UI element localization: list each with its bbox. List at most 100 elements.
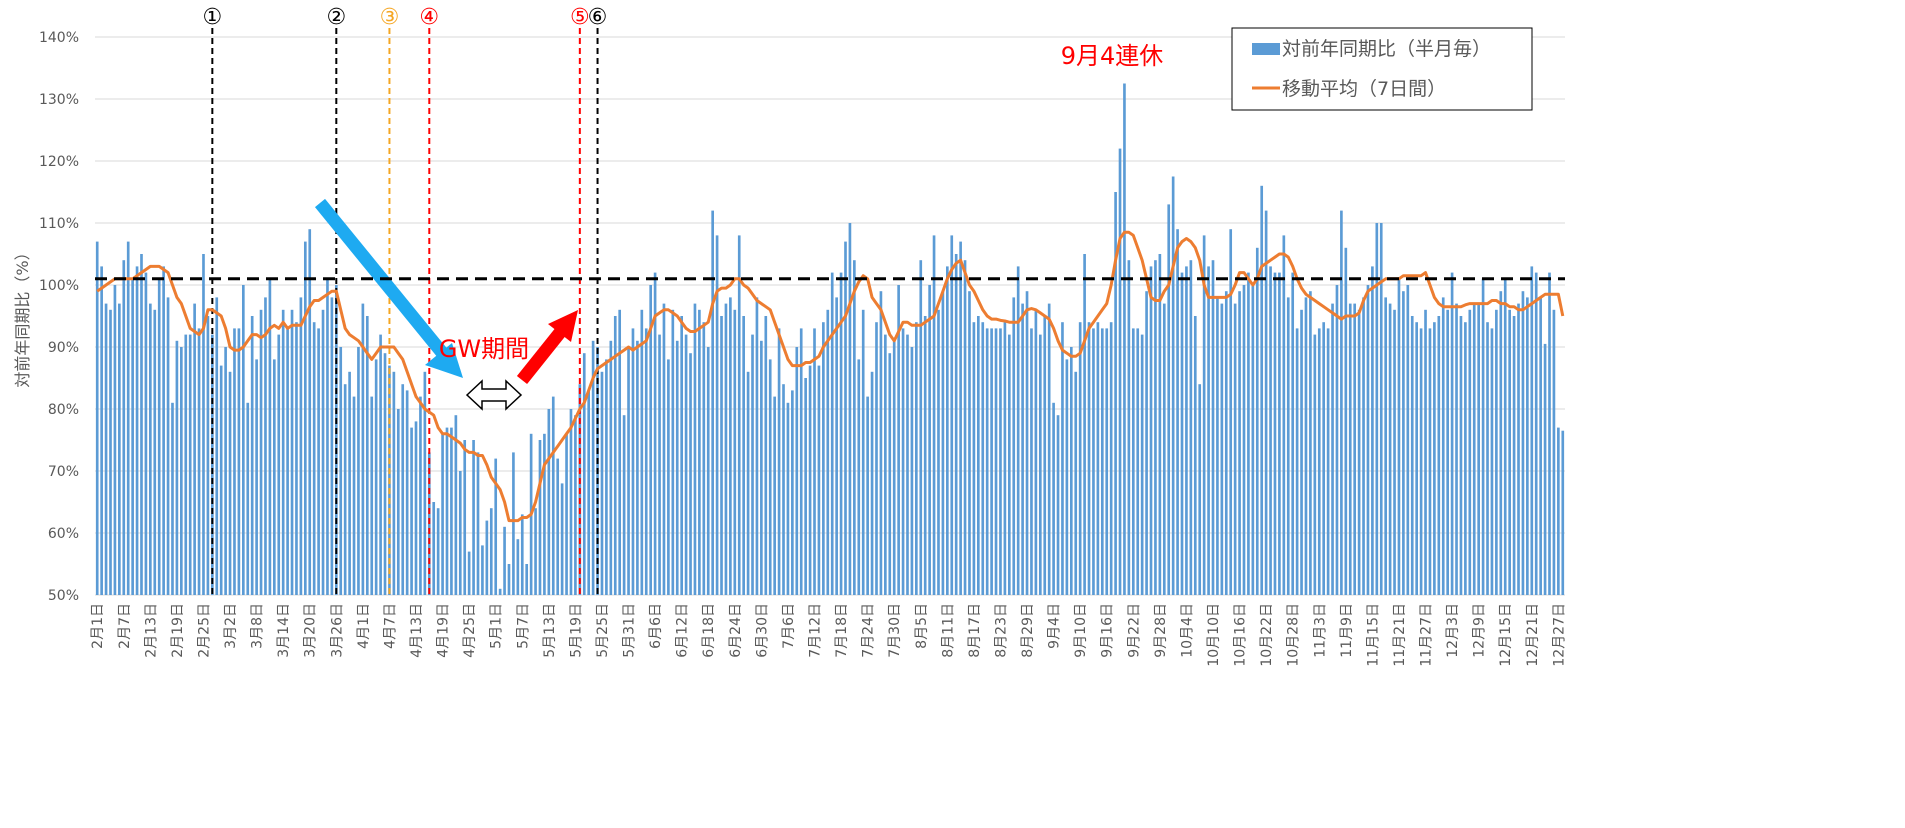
bar: [547, 409, 551, 595]
y-tick-label: 80%: [48, 402, 79, 418]
x-tick-label: 4月13日: [409, 603, 425, 658]
x-tick-label: 7月30日: [887, 603, 903, 658]
bar: [1216, 297, 1219, 595]
x-tick-label: 9月22日: [1126, 603, 1142, 658]
bar: [467, 551, 471, 595]
bar: [321, 309, 325, 595]
bar: [901, 328, 905, 595]
x-tick-label: 8月11日: [940, 603, 956, 658]
bar: [450, 427, 453, 595]
bar: [729, 297, 732, 595]
bar: [206, 316, 210, 595]
x-tick-label: 9月4日: [1047, 603, 1063, 649]
gw-annotation: GW期間: [439, 335, 529, 363]
bar: [1092, 328, 1095, 595]
bar: [963, 260, 967, 595]
bar: [538, 440, 542, 595]
bar: [1366, 285, 1370, 595]
bar: [1410, 316, 1414, 595]
x-tick-label: 9月16日: [1100, 603, 1116, 658]
bar: [166, 297, 170, 595]
bar: [941, 291, 945, 595]
bar: [188, 334, 192, 595]
bar: [432, 502, 436, 595]
bar: [224, 347, 227, 595]
bar: [423, 371, 427, 595]
x-tick-label: 5月31日: [622, 603, 638, 658]
bar: [1123, 83, 1126, 595]
bar: [1154, 260, 1157, 595]
bar: [1441, 297, 1445, 595]
bar: [1083, 254, 1086, 595]
y-tick-label: 50%: [48, 588, 79, 604]
bar: [1114, 192, 1117, 595]
bar: [1371, 266, 1374, 595]
bar: [1539, 297, 1542, 595]
bar: [1038, 334, 1042, 595]
x-tick-label: 6月12日: [675, 603, 691, 658]
x-tick-label: 5月7日: [515, 603, 531, 649]
bar: [193, 303, 196, 595]
bar: [791, 390, 794, 595]
y-tick-label: 140%: [39, 30, 79, 46]
bar: [587, 390, 591, 595]
bar: [870, 371, 874, 595]
bar: [884, 334, 887, 595]
bar: [1065, 359, 1069, 595]
bar: [919, 260, 923, 595]
bar: [233, 328, 236, 595]
bar: [702, 322, 706, 595]
bar: [1309, 291, 1312, 595]
bar: [1189, 260, 1193, 595]
bar: [928, 285, 931, 595]
bar: [768, 359, 772, 595]
bar: [1464, 322, 1467, 595]
bar: [1078, 322, 1082, 595]
bar: [122, 260, 126, 595]
bar: [472, 440, 475, 595]
bar: [1331, 303, 1334, 595]
bar: [503, 526, 506, 595]
bar: [104, 303, 108, 595]
bars: [95, 83, 1565, 596]
bar: [1552, 309, 1556, 595]
bar: [352, 396, 356, 595]
bar: [109, 309, 112, 595]
bar: [1344, 247, 1348, 596]
legend-swatch: [1252, 43, 1280, 55]
bar: [1304, 297, 1308, 595]
bar: [773, 396, 776, 595]
bar: [746, 371, 750, 595]
bar: [698, 309, 701, 595]
bar: [742, 316, 745, 595]
bar: [959, 241, 962, 595]
bar: [374, 359, 378, 595]
bar: [1397, 278, 1401, 595]
bar: [680, 316, 683, 595]
bar: [512, 452, 515, 595]
bar: [454, 415, 458, 595]
bar: [826, 309, 830, 595]
bar: [1362, 297, 1365, 595]
bar: [999, 328, 1002, 595]
bar: [144, 272, 148, 595]
x-tick-label: 4月1日: [356, 603, 372, 649]
bar: [1012, 297, 1016, 595]
x-tick-label: 10月16日: [1233, 603, 1249, 667]
bar: [1030, 328, 1033, 595]
y-tick-label: 120%: [39, 154, 79, 170]
x-tick-label: 6月6日: [648, 603, 664, 649]
bar: [348, 371, 351, 595]
bar: [799, 328, 803, 595]
bar: [180, 347, 183, 595]
y-tick-label: 90%: [48, 340, 79, 356]
bar: [295, 322, 298, 595]
bar: [1348, 303, 1352, 595]
bar: [1446, 309, 1449, 595]
bar: [1313, 334, 1317, 595]
bar: [1557, 427, 1560, 595]
bar: [126, 241, 130, 595]
bar: [733, 309, 737, 595]
marker-label: ①: [202, 5, 222, 30]
bar: [317, 328, 320, 595]
